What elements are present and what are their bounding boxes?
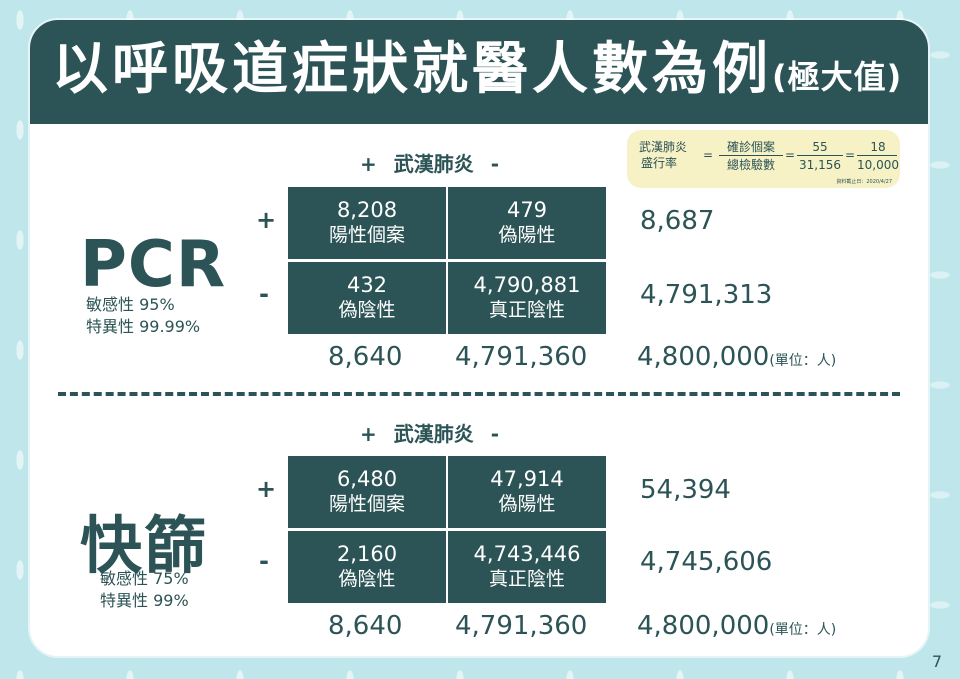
pcr-fp-value: 479 bbox=[506, 198, 548, 222]
pcr-grand-total-value: 4,800,000 bbox=[637, 342, 770, 372]
slide-card: 以呼吸道症狀就醫人數為例(極大值) 武漢肺炎 盛行率 = 確診個案 總檢驗數 =… bbox=[30, 20, 928, 656]
rapid-fp-label: 偽陽性 bbox=[498, 493, 556, 515]
formula-label-1: 武漢肺炎 bbox=[639, 140, 688, 154]
rapid-tn-label: 真正陰性 bbox=[488, 568, 565, 590]
rapid-specificity: 特異性 99% bbox=[100, 591, 189, 610]
formula-line-3 bbox=[857, 155, 897, 156]
rapid-sensitivity: 敏感性 75% bbox=[100, 569, 189, 588]
title-main: 以呼吸道症狀就醫人數為例 bbox=[52, 37, 772, 102]
pcr-tp-value: 8,208 bbox=[336, 198, 398, 222]
pcr-cell-true-negative: 4,790,881 真正陰性 bbox=[448, 262, 606, 334]
rapid-cell-false-positive: 47,914 偽陽性 bbox=[448, 456, 606, 528]
formula-eq-2: = bbox=[785, 148, 796, 162]
pcr-sensitivity: 敏感性 95% bbox=[86, 295, 175, 314]
pcr-col-total-negative: 4,791,360 bbox=[455, 342, 588, 372]
title-sub: (極大值) bbox=[772, 58, 903, 96]
rapid-specs: 敏感性 75% 特異性 99% bbox=[100, 568, 189, 612]
slide-title: 以呼吸道症狀就醫人數為例(極大值) bbox=[52, 38, 902, 109]
pcr-row-total-negative: 4,791,313 bbox=[640, 280, 773, 310]
prevalence-formula: 武漢肺炎 盛行率 = 確診個案 總檢驗數 = 55 31,156 = 18 10… bbox=[627, 130, 900, 188]
rapid-header-label: 武漢肺炎 bbox=[393, 422, 474, 446]
rapid-fn-value: 2,160 bbox=[336, 542, 398, 566]
rapid-tp-label: 陽性個案 bbox=[328, 493, 405, 515]
rapid-tn-value: 4,743,446 bbox=[473, 542, 581, 566]
formula-num-3: 18 bbox=[870, 140, 886, 154]
pcr-title: PCR bbox=[80, 228, 227, 302]
pcr-specs: 敏感性 95% 特異性 99.99% bbox=[86, 294, 200, 338]
rapid-tp-value: 6,480 bbox=[336, 467, 398, 491]
formula-eq-3: = bbox=[845, 148, 856, 162]
pcr-cell-false-positive: 479 偽陽性 bbox=[448, 187, 606, 259]
formula-eq-1: = bbox=[703, 148, 714, 162]
rapid-cell-false-negative: 2,160 偽陰性 bbox=[288, 531, 446, 603]
rapid-column-header: + 武漢肺炎 - bbox=[360, 418, 499, 447]
rapid-col-total-positive: 8,640 bbox=[328, 611, 403, 641]
pcr-header-plus: + bbox=[360, 152, 377, 176]
rapid-fp-value: 47,914 bbox=[490, 467, 564, 491]
rapid-row-total-positive: 54,394 bbox=[640, 475, 731, 505]
rapid-header-minus: - bbox=[490, 422, 500, 446]
rapid-row-plus: + bbox=[256, 475, 277, 503]
formula-den-2: 31,156 bbox=[799, 158, 841, 172]
page-number: 7 bbox=[931, 652, 942, 671]
rapid-grand-total-value: 4,800,000 bbox=[637, 611, 770, 641]
rapid-header-plus: + bbox=[360, 422, 377, 446]
pcr-cell-false-negative: 432 偽陰性 bbox=[288, 262, 446, 334]
pcr-column-header: + 武漢肺炎 - bbox=[360, 148, 499, 177]
formula-den-3: 10,000 bbox=[857, 158, 899, 172]
rapid-cell-true-negative: 4,743,446 真正陰性 bbox=[448, 531, 606, 603]
pcr-fp-label: 偽陽性 bbox=[498, 224, 556, 246]
formula-date: 資料截止日：2020/4/27 bbox=[836, 179, 892, 185]
formula-line-1 bbox=[719, 155, 783, 156]
rapid-unit: (單位：人) bbox=[769, 622, 837, 638]
pcr-row-plus: + bbox=[256, 206, 277, 234]
pcr-tn-value: 4,790,881 bbox=[473, 273, 581, 297]
rapid-row-minus: - bbox=[259, 547, 269, 575]
pcr-unit: (單位：人) bbox=[769, 353, 837, 369]
pcr-fn-label: 偽陰性 bbox=[338, 299, 396, 321]
rapid-cell-true-positive: 6,480 陽性個案 bbox=[288, 456, 446, 528]
formula-line-2 bbox=[797, 155, 843, 156]
rapid-col-total-negative: 4,791,360 bbox=[455, 611, 588, 641]
pcr-cell-true-positive: 8,208 陽性個案 bbox=[288, 187, 446, 259]
pcr-header-label: 武漢肺炎 bbox=[393, 152, 474, 176]
pcr-fn-value: 432 bbox=[346, 273, 388, 297]
section-divider bbox=[58, 392, 900, 396]
pcr-tn-label: 真正陰性 bbox=[488, 299, 565, 321]
formula-num-1: 確診個案 bbox=[726, 140, 775, 154]
rapid-grand-total: 4,800,000(單位：人) bbox=[637, 611, 836, 645]
pcr-tp-label: 陽性個案 bbox=[328, 224, 405, 246]
rapid-title: 快篩 bbox=[80, 509, 209, 582]
rapid-row-total-negative: 4,745,606 bbox=[640, 547, 773, 577]
pcr-header-minus: - bbox=[490, 152, 500, 176]
formula-den-1: 總檢驗數 bbox=[726, 158, 775, 172]
formula-num-2: 55 bbox=[812, 140, 828, 154]
pcr-row-total-positive: 8,687 bbox=[640, 206, 715, 236]
pcr-grand-total: 4,800,000(單位：人) bbox=[637, 342, 836, 376]
pcr-row-minus: - bbox=[259, 280, 269, 308]
title-bar: 以呼吸道症狀就醫人數為例(極大值) bbox=[30, 20, 928, 124]
formula-label-2: 盛行率 bbox=[641, 156, 678, 170]
pcr-specificity: 特異性 99.99% bbox=[86, 317, 201, 336]
rapid-fn-label: 偽陰性 bbox=[338, 568, 396, 590]
pcr-col-total-positive: 8,640 bbox=[328, 342, 403, 372]
